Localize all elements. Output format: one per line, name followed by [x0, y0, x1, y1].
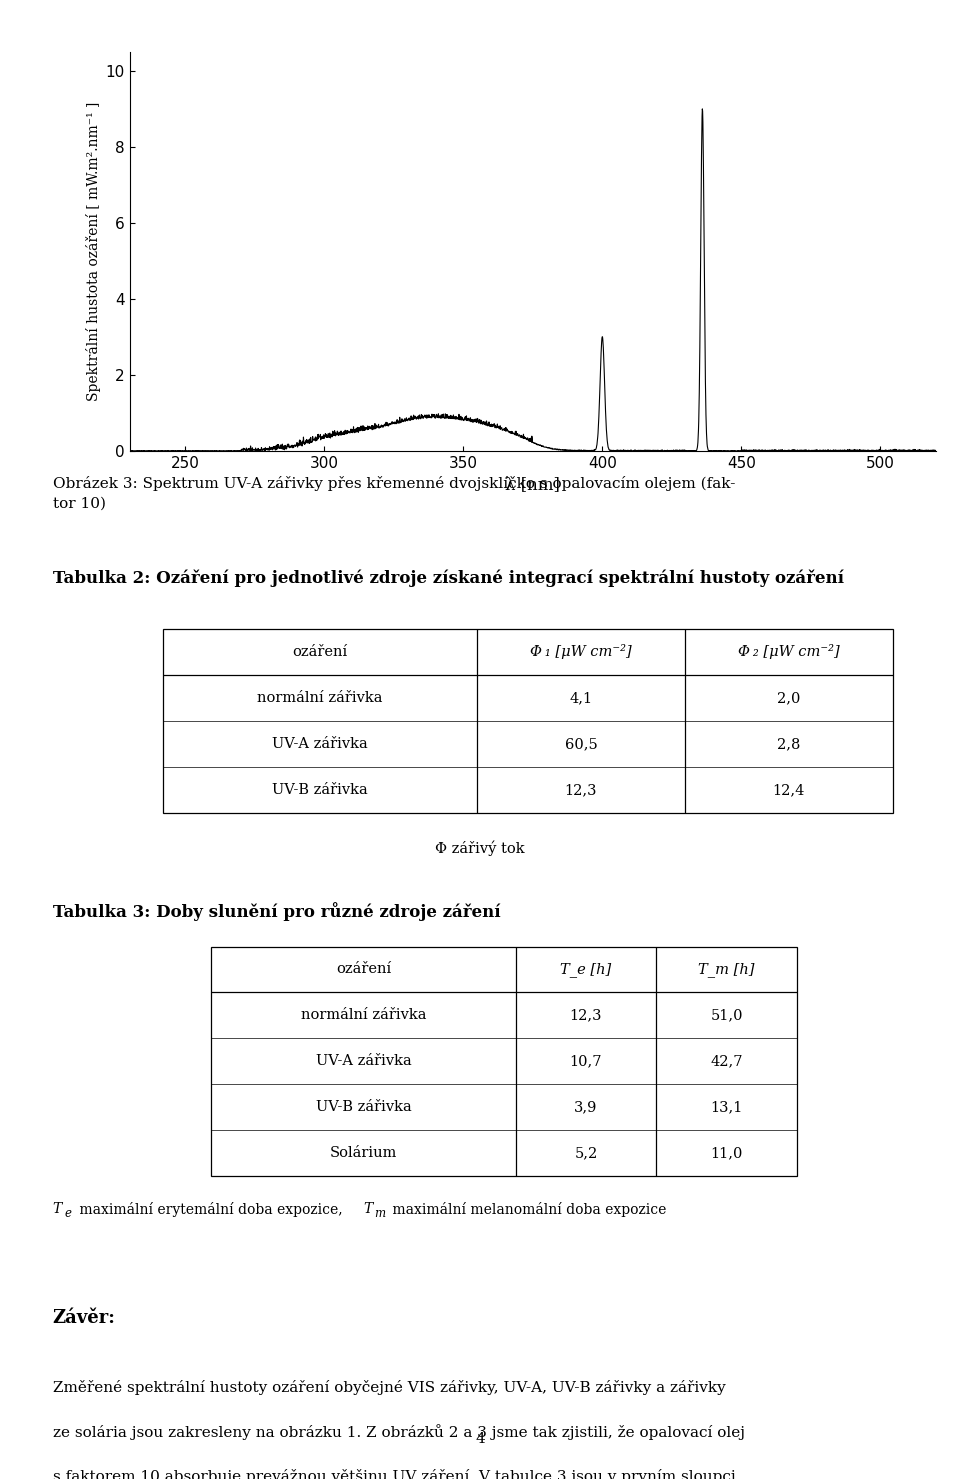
Text: 11,0: 11,0 [710, 1146, 743, 1160]
Text: 2,0: 2,0 [778, 691, 801, 705]
Text: T: T [53, 1202, 62, 1216]
Text: 4: 4 [475, 1433, 485, 1446]
Text: 42,7: 42,7 [710, 1055, 743, 1068]
Text: Obrázek 3: Spektrum UV-A zářivky přes křemenné dvojsklíčko s opalovacím olejem (: Obrázek 3: Spektrum UV-A zářivky přes kř… [53, 476, 735, 510]
Text: 12,4: 12,4 [773, 784, 805, 797]
Text: 5,2: 5,2 [574, 1146, 598, 1160]
Text: 13,1: 13,1 [710, 1100, 743, 1114]
Text: Φ zářivý tok: Φ zářivý tok [435, 840, 525, 855]
Text: maximální erytemální doba expozice,: maximální erytemální doba expozice, [75, 1202, 347, 1217]
Text: 12,3: 12,3 [564, 784, 597, 797]
Text: s faktorem 10 absorbuje prevážnou většinu UV záření. V tabulce 3 jsou v prvním s: s faktorem 10 absorbuje prevážnou většin… [53, 1469, 735, 1479]
Text: Změřené spektrální hustoty ozáření obyčejné VIS zářivky, UV-A, UV-B zářivky a zá: Změřené spektrální hustoty ozáření obyče… [53, 1380, 726, 1395]
Text: m: m [374, 1207, 386, 1220]
Text: UV-A zářivka: UV-A zářivka [273, 737, 368, 751]
Text: ozáření: ozáření [336, 963, 391, 976]
Text: 2,8: 2,8 [778, 737, 801, 751]
Text: ze solária jsou zakresleny na obrázku 1. Z obrázků 2 a 3 jsme tak zjistili, že o: ze solária jsou zakresleny na obrázku 1.… [53, 1424, 745, 1441]
Y-axis label: Spektrální hustota ozáření [ mW.m².nm⁻¹ ]: Spektrální hustota ozáření [ mW.m².nm⁻¹ … [86, 102, 102, 401]
Text: Solárium: Solárium [330, 1146, 397, 1160]
Text: Závěr:: Závěr: [53, 1309, 115, 1327]
Text: 12,3: 12,3 [569, 1009, 602, 1022]
Text: e: e [64, 1207, 71, 1220]
Text: Φ ₂ [μW cm⁻²]: Φ ₂ [μW cm⁻²] [738, 645, 840, 660]
Text: ozáření: ozáření [293, 645, 348, 658]
Text: 4,1: 4,1 [569, 691, 592, 705]
Text: T: T [363, 1202, 372, 1216]
Text: UV-A zářivka: UV-A zářivka [316, 1055, 411, 1068]
Text: T_e [h]: T_e [h] [561, 961, 612, 978]
Text: Tabulka 2: Ozáření pro jednotlivé zdroje získané integrací spektrální hustoty oz: Tabulka 2: Ozáření pro jednotlivé zdroje… [53, 569, 844, 587]
Text: Φ ₁ [μW cm⁻²]: Φ ₁ [μW cm⁻²] [530, 645, 632, 660]
Text: 3,9: 3,9 [574, 1100, 598, 1114]
Text: UV-B zářivka: UV-B zářivka [316, 1100, 411, 1114]
Text: Tabulka 3: Doby slunění pro různé zdroje záření: Tabulka 3: Doby slunění pro různé zdroje… [53, 902, 500, 921]
Text: 60,5: 60,5 [564, 737, 597, 751]
Text: 10,7: 10,7 [569, 1055, 602, 1068]
X-axis label: λ [nm]: λ [nm] [505, 476, 561, 494]
Text: 51,0: 51,0 [710, 1009, 743, 1022]
Text: maximální melanomální doba expozice: maximální melanomální doba expozice [388, 1202, 666, 1217]
Text: normální zářivka: normální zářivka [300, 1009, 426, 1022]
Text: normální zářivka: normální zářivka [257, 691, 383, 705]
Text: T_m [h]: T_m [h] [698, 961, 755, 978]
Text: UV-B zářivka: UV-B zářivka [273, 784, 368, 797]
